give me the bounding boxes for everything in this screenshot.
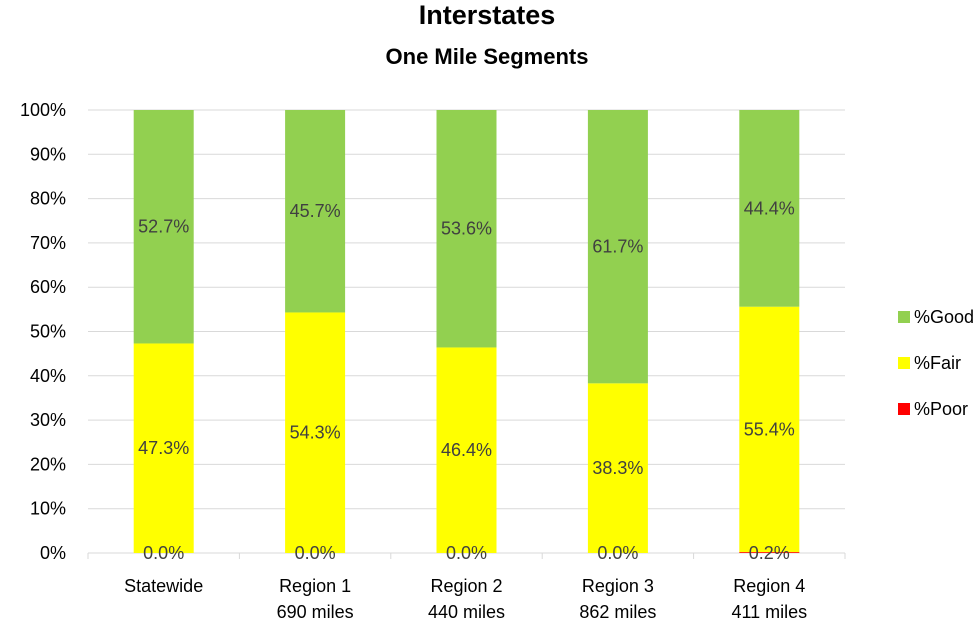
bar-segment bbox=[133, 343, 194, 553]
data-label: 44.4% bbox=[744, 198, 795, 218]
data-label: 54.3% bbox=[290, 423, 341, 443]
x-category-label: 411 miles bbox=[731, 602, 807, 622]
x-category-label: 690 miles bbox=[277, 602, 354, 622]
y-tick-label: 40% bbox=[30, 366, 66, 386]
data-label: 0.0% bbox=[446, 543, 487, 563]
y-tick-label: 90% bbox=[30, 144, 66, 164]
y-tick-label: 10% bbox=[30, 499, 66, 519]
y-tick-label: 50% bbox=[30, 322, 66, 342]
legend-swatch bbox=[898, 357, 910, 369]
data-label: 0.0% bbox=[295, 543, 336, 563]
data-label: 0.2% bbox=[749, 543, 790, 563]
y-tick-label: 0% bbox=[40, 543, 66, 563]
chart-subtitle: One Mile Segments bbox=[385, 44, 589, 69]
bar-segment bbox=[285, 312, 346, 553]
bar-segment bbox=[739, 110, 800, 307]
data-label: 47.3% bbox=[138, 438, 189, 458]
bar-segment bbox=[436, 110, 497, 348]
x-category-label: Region 1 bbox=[279, 576, 351, 596]
bar-segment bbox=[436, 347, 497, 553]
legend-swatch bbox=[898, 403, 910, 415]
legend-label: %Poor bbox=[914, 399, 968, 419]
x-category-label: Region 3 bbox=[582, 576, 654, 596]
bar-segment bbox=[587, 383, 648, 553]
y-tick-label: 30% bbox=[30, 410, 66, 430]
data-label: 53.6% bbox=[441, 219, 492, 239]
x-category-label: Statewide bbox=[124, 576, 203, 596]
data-label: 55.4% bbox=[744, 419, 795, 439]
data-label: 52.7% bbox=[138, 217, 189, 237]
y-tick-label: 100% bbox=[20, 100, 66, 120]
data-label: 61.7% bbox=[592, 237, 643, 257]
bar-segment bbox=[285, 110, 346, 313]
legend-label: %Good bbox=[914, 307, 974, 327]
legend-label: %Fair bbox=[914, 353, 961, 373]
y-tick-label: 20% bbox=[30, 454, 66, 474]
data-label: 0.0% bbox=[143, 543, 184, 563]
bar-segment bbox=[587, 110, 648, 384]
x-category-label: Region 2 bbox=[430, 576, 502, 596]
x-category-label: Region 4 bbox=[733, 576, 805, 596]
data-label: 46.4% bbox=[441, 440, 492, 460]
legend-swatch bbox=[898, 311, 910, 323]
bar-segment bbox=[133, 110, 194, 344]
y-tick-label: 70% bbox=[30, 233, 66, 253]
y-tick-label: 60% bbox=[30, 277, 66, 297]
bar-segment bbox=[739, 306, 800, 553]
bar-segment bbox=[739, 552, 800, 553]
data-label: 38.3% bbox=[592, 458, 643, 478]
y-tick-label: 80% bbox=[30, 189, 66, 209]
chart-title: Interstates bbox=[418, 0, 556, 30]
data-label: 0.0% bbox=[597, 543, 638, 563]
data-label: 45.7% bbox=[290, 201, 341, 221]
x-category-label: 440 miles bbox=[428, 602, 505, 622]
x-category-label: 862 miles bbox=[579, 602, 656, 622]
